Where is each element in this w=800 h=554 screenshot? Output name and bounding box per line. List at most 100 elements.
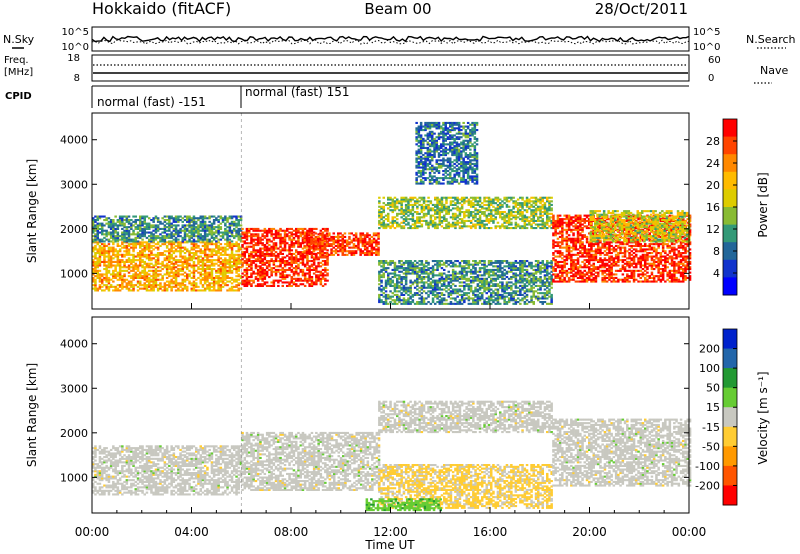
heatmap-cell <box>361 241 365 244</box>
heatmap-cell <box>445 202 448 205</box>
heatmap-cell <box>105 280 108 283</box>
heatmap-cell <box>96 252 99 255</box>
heatmap-cell <box>476 277 480 280</box>
heatmap-cell <box>396 268 399 271</box>
heatmap-cell <box>443 205 446 208</box>
heatmap-cell <box>165 236 169 239</box>
heatmap-cell <box>407 286 410 289</box>
heatmap-cell <box>472 214 475 217</box>
heatmap-cell <box>94 236 97 239</box>
heatmap-cell <box>188 264 191 267</box>
heatmap-cell <box>109 259 113 262</box>
heatmap-cell <box>145 271 149 274</box>
heatmap-cell <box>377 253 380 256</box>
heatmap-cell <box>112 220 115 223</box>
heatmap-cell <box>422 265 426 268</box>
heatmap-cell <box>525 277 529 280</box>
heatmap-cell <box>281 256 284 259</box>
heatmap-cell <box>243 254 246 257</box>
heatmap-cell <box>465 284 468 287</box>
heatmap-cell <box>139 280 142 283</box>
heatmap-cell <box>325 244 329 247</box>
heatmap-cell <box>230 243 234 246</box>
heatmap-cell <box>463 198 466 201</box>
heatmap-cell <box>456 260 459 263</box>
heatmap-cell <box>460 272 464 275</box>
heatmap-cell <box>199 255 202 258</box>
heatmap-cell <box>92 280 95 283</box>
heatmap-cell <box>512 290 515 293</box>
heatmap-cell <box>314 239 318 242</box>
heatmap-cell <box>210 268 214 271</box>
heatmap-cell <box>299 277 302 280</box>
heatmap-cell <box>456 198 459 201</box>
heatmap-cell <box>203 231 207 234</box>
heatmap-cell <box>514 293 518 296</box>
heatmap-cell <box>233 280 236 283</box>
heatmap-cell <box>546 196 549 199</box>
heatmap-cell <box>181 278 184 281</box>
heatmap-cell <box>286 281 289 284</box>
heatmap-cell <box>438 302 441 305</box>
heatmap-cell <box>472 302 475 305</box>
heatmap-cell <box>92 222 95 225</box>
heatmap-cell <box>438 301 441 304</box>
heatmap-cell <box>250 233 253 236</box>
heatmap-cell <box>429 270 433 273</box>
heatmap-cell <box>393 288 397 291</box>
heatmap-cell <box>206 273 209 276</box>
heatmap-cell <box>250 268 253 271</box>
heatmap-cell <box>270 240 273 243</box>
heatmap-cell <box>208 229 211 232</box>
heatmap-cell <box>494 272 497 275</box>
heatmap-cell <box>310 279 314 282</box>
heatmap-cell <box>181 273 184 276</box>
heatmap-cell <box>429 290 433 293</box>
heatmap-cell <box>431 268 435 271</box>
heatmap-cell <box>440 216 444 219</box>
heatmap-cell <box>107 259 111 262</box>
heatmap-cell <box>292 272 296 275</box>
heatmap-cell <box>103 276 106 279</box>
heatmap-cell <box>443 288 446 291</box>
heatmap-cell <box>447 293 450 296</box>
heatmap-cell <box>411 207 415 210</box>
heatmap-cell <box>150 275 153 278</box>
heatmap-cell <box>177 259 180 262</box>
heatmap-cell <box>404 196 408 199</box>
heatmap-cell <box>447 221 450 224</box>
heatmap-cell <box>181 229 184 232</box>
heatmap-cell <box>256 284 260 287</box>
heatmap-cell <box>393 293 397 296</box>
heatmap-cell <box>96 227 99 230</box>
heatmap-cell <box>521 225 524 228</box>
heatmap-cell <box>485 297 488 300</box>
heatmap-cell <box>548 219 551 222</box>
heatmap-cell <box>469 212 473 215</box>
heatmap-cell <box>501 200 504 203</box>
heatmap-cell <box>474 267 477 270</box>
heatmap-cell <box>235 233 238 236</box>
heatmap-cell <box>177 243 180 246</box>
heatmap-cell <box>510 299 513 302</box>
heatmap-cell <box>501 297 504 300</box>
heatmap-cell <box>118 220 122 223</box>
heatmap-cell <box>201 278 205 281</box>
heatmap-cell <box>512 299 515 302</box>
heatmap-cell <box>328 243 331 246</box>
heatmap-cell <box>407 227 410 230</box>
heatmap-cell <box>197 233 200 236</box>
heatmap-cell <box>148 278 151 281</box>
heatmap-cell <box>127 280 131 283</box>
heatmap-cell <box>447 284 450 287</box>
heatmap-cell <box>467 219 471 222</box>
heatmap-cell <box>454 297 457 300</box>
heatmap-cell <box>478 288 482 291</box>
heatmap-cell <box>150 285 153 288</box>
heatmap-cell <box>460 207 464 210</box>
heatmap-cell <box>168 275 171 278</box>
heatmap-cell <box>492 218 495 221</box>
heatmap-cell <box>523 225 527 228</box>
heatmap-cell <box>398 209 401 212</box>
heatmap-cell <box>139 253 142 256</box>
